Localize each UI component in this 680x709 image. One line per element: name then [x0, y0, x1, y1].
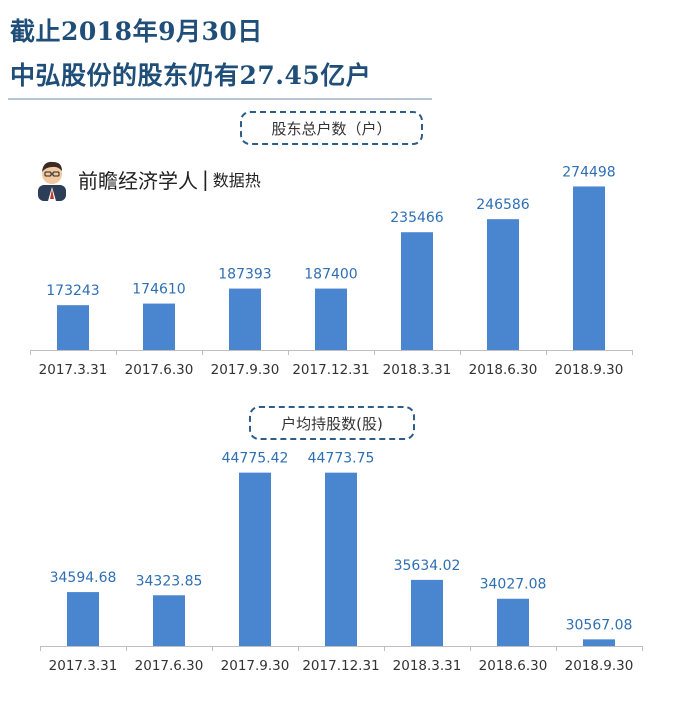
brand-name: 前瞻经济学人	[78, 168, 198, 193]
data-label: 235466	[390, 210, 444, 226]
bar	[487, 219, 519, 350]
x-tick-label: 2018.6.30	[469, 362, 538, 378]
bar	[411, 579, 443, 646]
brand-separator: |	[202, 167, 209, 191]
data-label: 187393	[218, 267, 271, 283]
x-tick-label: 2017.6.30	[135, 658, 204, 674]
x-tick-label: 2018.3.31	[393, 658, 462, 674]
x-tick-label: 2018.9.30	[565, 658, 634, 674]
bar	[57, 305, 89, 350]
bar	[239, 472, 271, 646]
bar	[315, 288, 347, 350]
bar	[229, 288, 261, 350]
x-tick-label: 2018.9.30	[555, 362, 624, 378]
data-label: 274498	[562, 164, 615, 180]
economist-avatar-icon	[38, 161, 66, 201]
x-tick-label: 2017.12.31	[302, 658, 379, 674]
chart-1-title: 股东总户数（户）	[240, 111, 423, 145]
data-label: 44775.42	[222, 451, 289, 467]
data-label: 35634.02	[394, 558, 461, 574]
data-label: 187400	[304, 267, 357, 283]
data-label: 246586	[476, 197, 530, 213]
page-title-line-2: 中弘股份的股东仍有27.45亿户	[10, 61, 372, 90]
x-tick-label: 2018.3.31	[383, 362, 452, 378]
x-tick-label: 2017.9.30	[221, 658, 290, 674]
data-label: 173243	[46, 283, 99, 299]
bar	[143, 303, 175, 350]
x-tick-label: 2017.12.31	[292, 362, 369, 378]
x-tick-label: 2018.6.30	[479, 658, 548, 674]
bar	[67, 592, 99, 646]
bar	[325, 472, 357, 646]
x-tick-label: 2017.6.30	[125, 362, 194, 378]
bar	[153, 595, 185, 646]
bar	[401, 232, 433, 350]
data-label: 34594.68	[50, 570, 117, 586]
data-label: 34323.85	[136, 573, 203, 589]
bar	[573, 186, 605, 350]
x-tick-label: 2017.3.31	[49, 658, 118, 674]
data-label: 174610	[132, 282, 185, 298]
data-label: 44773.75	[308, 451, 375, 467]
brand-block: 前瞻经济学人 | 数据热	[34, 156, 261, 202]
x-tick-label: 2017.3.31	[39, 362, 108, 378]
chart-2-title: 户均持股数(股)	[249, 406, 415, 440]
page-title-line-1: 截止2018年9月30日	[10, 17, 263, 46]
data-label: 30567.08	[566, 617, 633, 633]
bar	[497, 598, 529, 646]
x-tick-label: 2017.9.30	[211, 362, 280, 378]
title-divider	[8, 98, 432, 100]
data-label: 34027.08	[480, 577, 547, 593]
brand-subtitle: 数据热	[212, 171, 261, 190]
chart-1-plot: 173243 2017.3.31 174610 2017.6.30 187393 2017…	[30, 164, 633, 378]
bar	[583, 639, 615, 646]
chart-2-plot: 34594.68 2017.3.31 34323.85 2017.6.30 44775.…	[40, 451, 643, 674]
